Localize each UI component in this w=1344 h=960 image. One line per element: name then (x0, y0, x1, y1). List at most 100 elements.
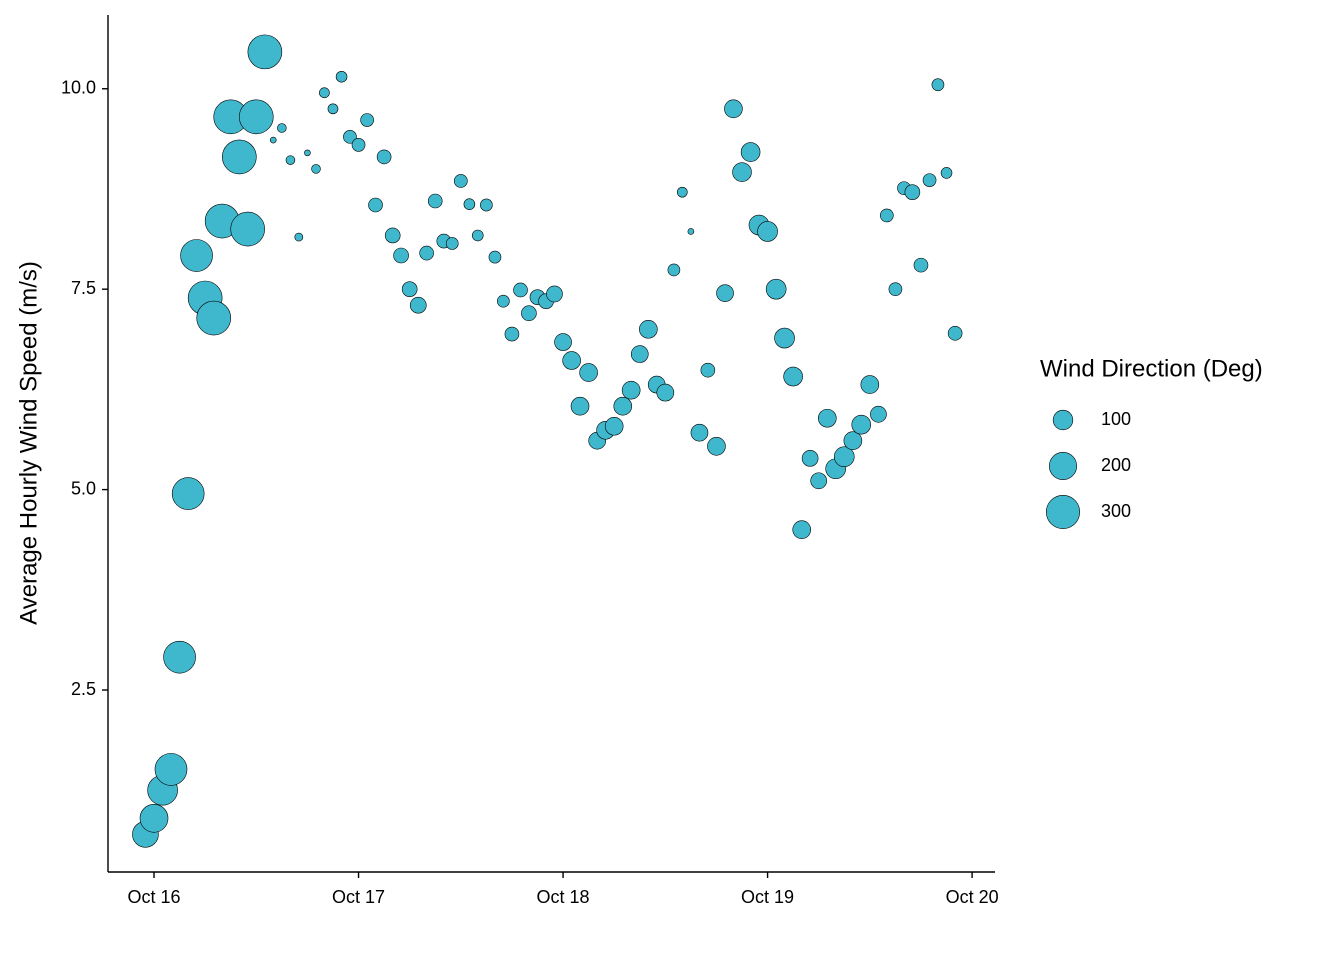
bubble (676, 186, 688, 198)
bubble (445, 237, 459, 250)
bubble (700, 362, 716, 378)
bubble (810, 472, 828, 490)
bubble (351, 138, 366, 152)
legend-label: 300 (1101, 501, 1131, 521)
y-axis-label: Average Hourly Wind Speed (m/s) (15, 261, 42, 625)
bubble (504, 326, 520, 342)
bubble (630, 345, 649, 363)
bubble (311, 164, 321, 174)
x-tick-label: Oct 18 (537, 887, 590, 907)
bubble (562, 351, 581, 370)
bubble (757, 221, 778, 242)
bubble (656, 383, 675, 402)
x-tick-label: Oct 17 (332, 887, 385, 907)
bubble (765, 278, 787, 300)
bubble (180, 239, 213, 272)
bubble (690, 423, 709, 442)
legend-bubble (1052, 409, 1074, 431)
bubble (319, 87, 330, 99)
bubble (579, 363, 598, 382)
bubble (801, 450, 819, 467)
bubble (687, 228, 695, 235)
bubble (277, 123, 287, 133)
bubble (716, 284, 734, 303)
bubble (931, 78, 945, 92)
bubble (774, 327, 795, 349)
bubble (269, 136, 277, 144)
bubble (472, 229, 484, 242)
bubble (409, 296, 427, 314)
bubble (888, 282, 903, 297)
bubble (154, 753, 188, 786)
legend-bubble (1048, 451, 1078, 481)
bubble (922, 173, 937, 187)
bubble (667, 263, 681, 277)
bubble (304, 149, 311, 157)
bubble (480, 198, 493, 212)
bubble (792, 520, 812, 539)
bubble (343, 130, 357, 144)
y-tick-label: 5.0 (71, 478, 96, 498)
bubble (724, 99, 743, 119)
legend-title: Wind Direction (Deg) (1040, 355, 1263, 382)
bubble (238, 99, 274, 135)
bubble (833, 446, 855, 468)
bubble (360, 113, 374, 127)
bubble (384, 227, 401, 244)
y-tick-label: 10.0 (61, 78, 96, 98)
bubble (222, 139, 257, 175)
bubble (427, 193, 443, 209)
bubble (419, 245, 434, 261)
bubble (230, 211, 265, 247)
bubble (376, 149, 392, 165)
bubble (870, 405, 887, 423)
legend-label: 200 (1101, 455, 1131, 475)
bubble (732, 162, 752, 182)
bubble (639, 319, 658, 339)
x-tick-label: Oct 19 (741, 887, 794, 907)
bubble (860, 375, 880, 394)
y-tick-label: 2.5 (71, 679, 96, 699)
bubble (546, 285, 563, 303)
bubble (327, 103, 339, 115)
bubble (904, 184, 921, 200)
bubble (818, 408, 837, 428)
bubble (247, 34, 283, 70)
bubble (335, 70, 348, 83)
bubble (851, 414, 872, 435)
bubble (393, 247, 409, 264)
bubble (196, 300, 232, 336)
bubble (940, 167, 953, 179)
bubble (621, 380, 641, 400)
x-tick-label: Oct 16 (128, 887, 181, 907)
bubble (554, 333, 572, 351)
bubble (285, 155, 296, 165)
bubble (613, 396, 633, 416)
bubble (401, 281, 418, 297)
bubble (488, 250, 502, 264)
bubble (707, 437, 726, 456)
bubble (497, 294, 510, 308)
bubble (913, 257, 929, 273)
bubble (947, 325, 963, 341)
y-tick-label: 7.5 (71, 278, 96, 298)
bubble (139, 803, 169, 833)
bubble (513, 282, 528, 298)
legend-label: 100 (1101, 409, 1131, 429)
bubble (604, 416, 624, 436)
bubble (171, 477, 205, 510)
bubble (740, 142, 761, 162)
bubble (294, 232, 304, 242)
bubble (879, 208, 894, 223)
bubble (463, 198, 476, 210)
bubble (163, 640, 196, 674)
bubble (453, 174, 468, 188)
bubble (368, 197, 383, 213)
bubble (570, 396, 590, 416)
bubble (521, 305, 537, 322)
x-tick-label: Oct 20 (946, 887, 999, 907)
bubble (843, 431, 863, 450)
legend-bubble (1045, 494, 1081, 530)
